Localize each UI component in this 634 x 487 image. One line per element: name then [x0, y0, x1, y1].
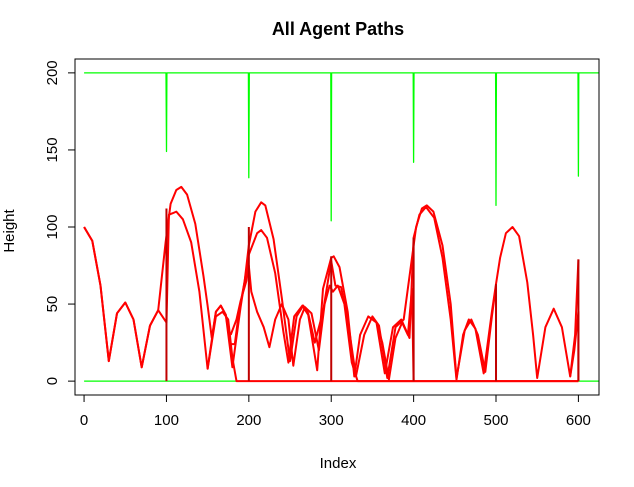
x-tick-label: 200 — [236, 412, 261, 429]
x-axis: 0 100 200 300 400 500 600 — [80, 394, 591, 429]
series-line-7 — [375, 287, 415, 382]
y-tick-label: 0 — [44, 377, 61, 385]
x-axis-label: Index — [320, 455, 357, 472]
x-tick-label: 600 — [566, 412, 591, 429]
y-axis: 0 50 100 150 200 — [44, 60, 76, 385]
series-line-5 — [206, 201, 497, 379]
x-tick-label: 500 — [483, 412, 508, 429]
y-tick-label: 150 — [44, 137, 61, 162]
plot-area — [83, 72, 599, 383]
x-tick-label: 0 — [80, 412, 88, 429]
plot-frame — [74, 58, 600, 396]
series-line-4 — [83, 185, 580, 381]
series-line-8 — [569, 310, 580, 382]
x-tick-label: 400 — [401, 412, 426, 429]
y-axis-label: Height — [1, 208, 18, 252]
y-tick-label: 100 — [44, 214, 61, 239]
x-tick-label: 300 — [319, 412, 344, 429]
y-tick-label: 50 — [44, 296, 61, 313]
series-line-1 — [84, 72, 599, 222]
y-tick-label: 200 — [44, 60, 61, 85]
x-tick-label: 100 — [154, 412, 179, 429]
chart-title: All Agent Paths — [272, 19, 404, 39]
